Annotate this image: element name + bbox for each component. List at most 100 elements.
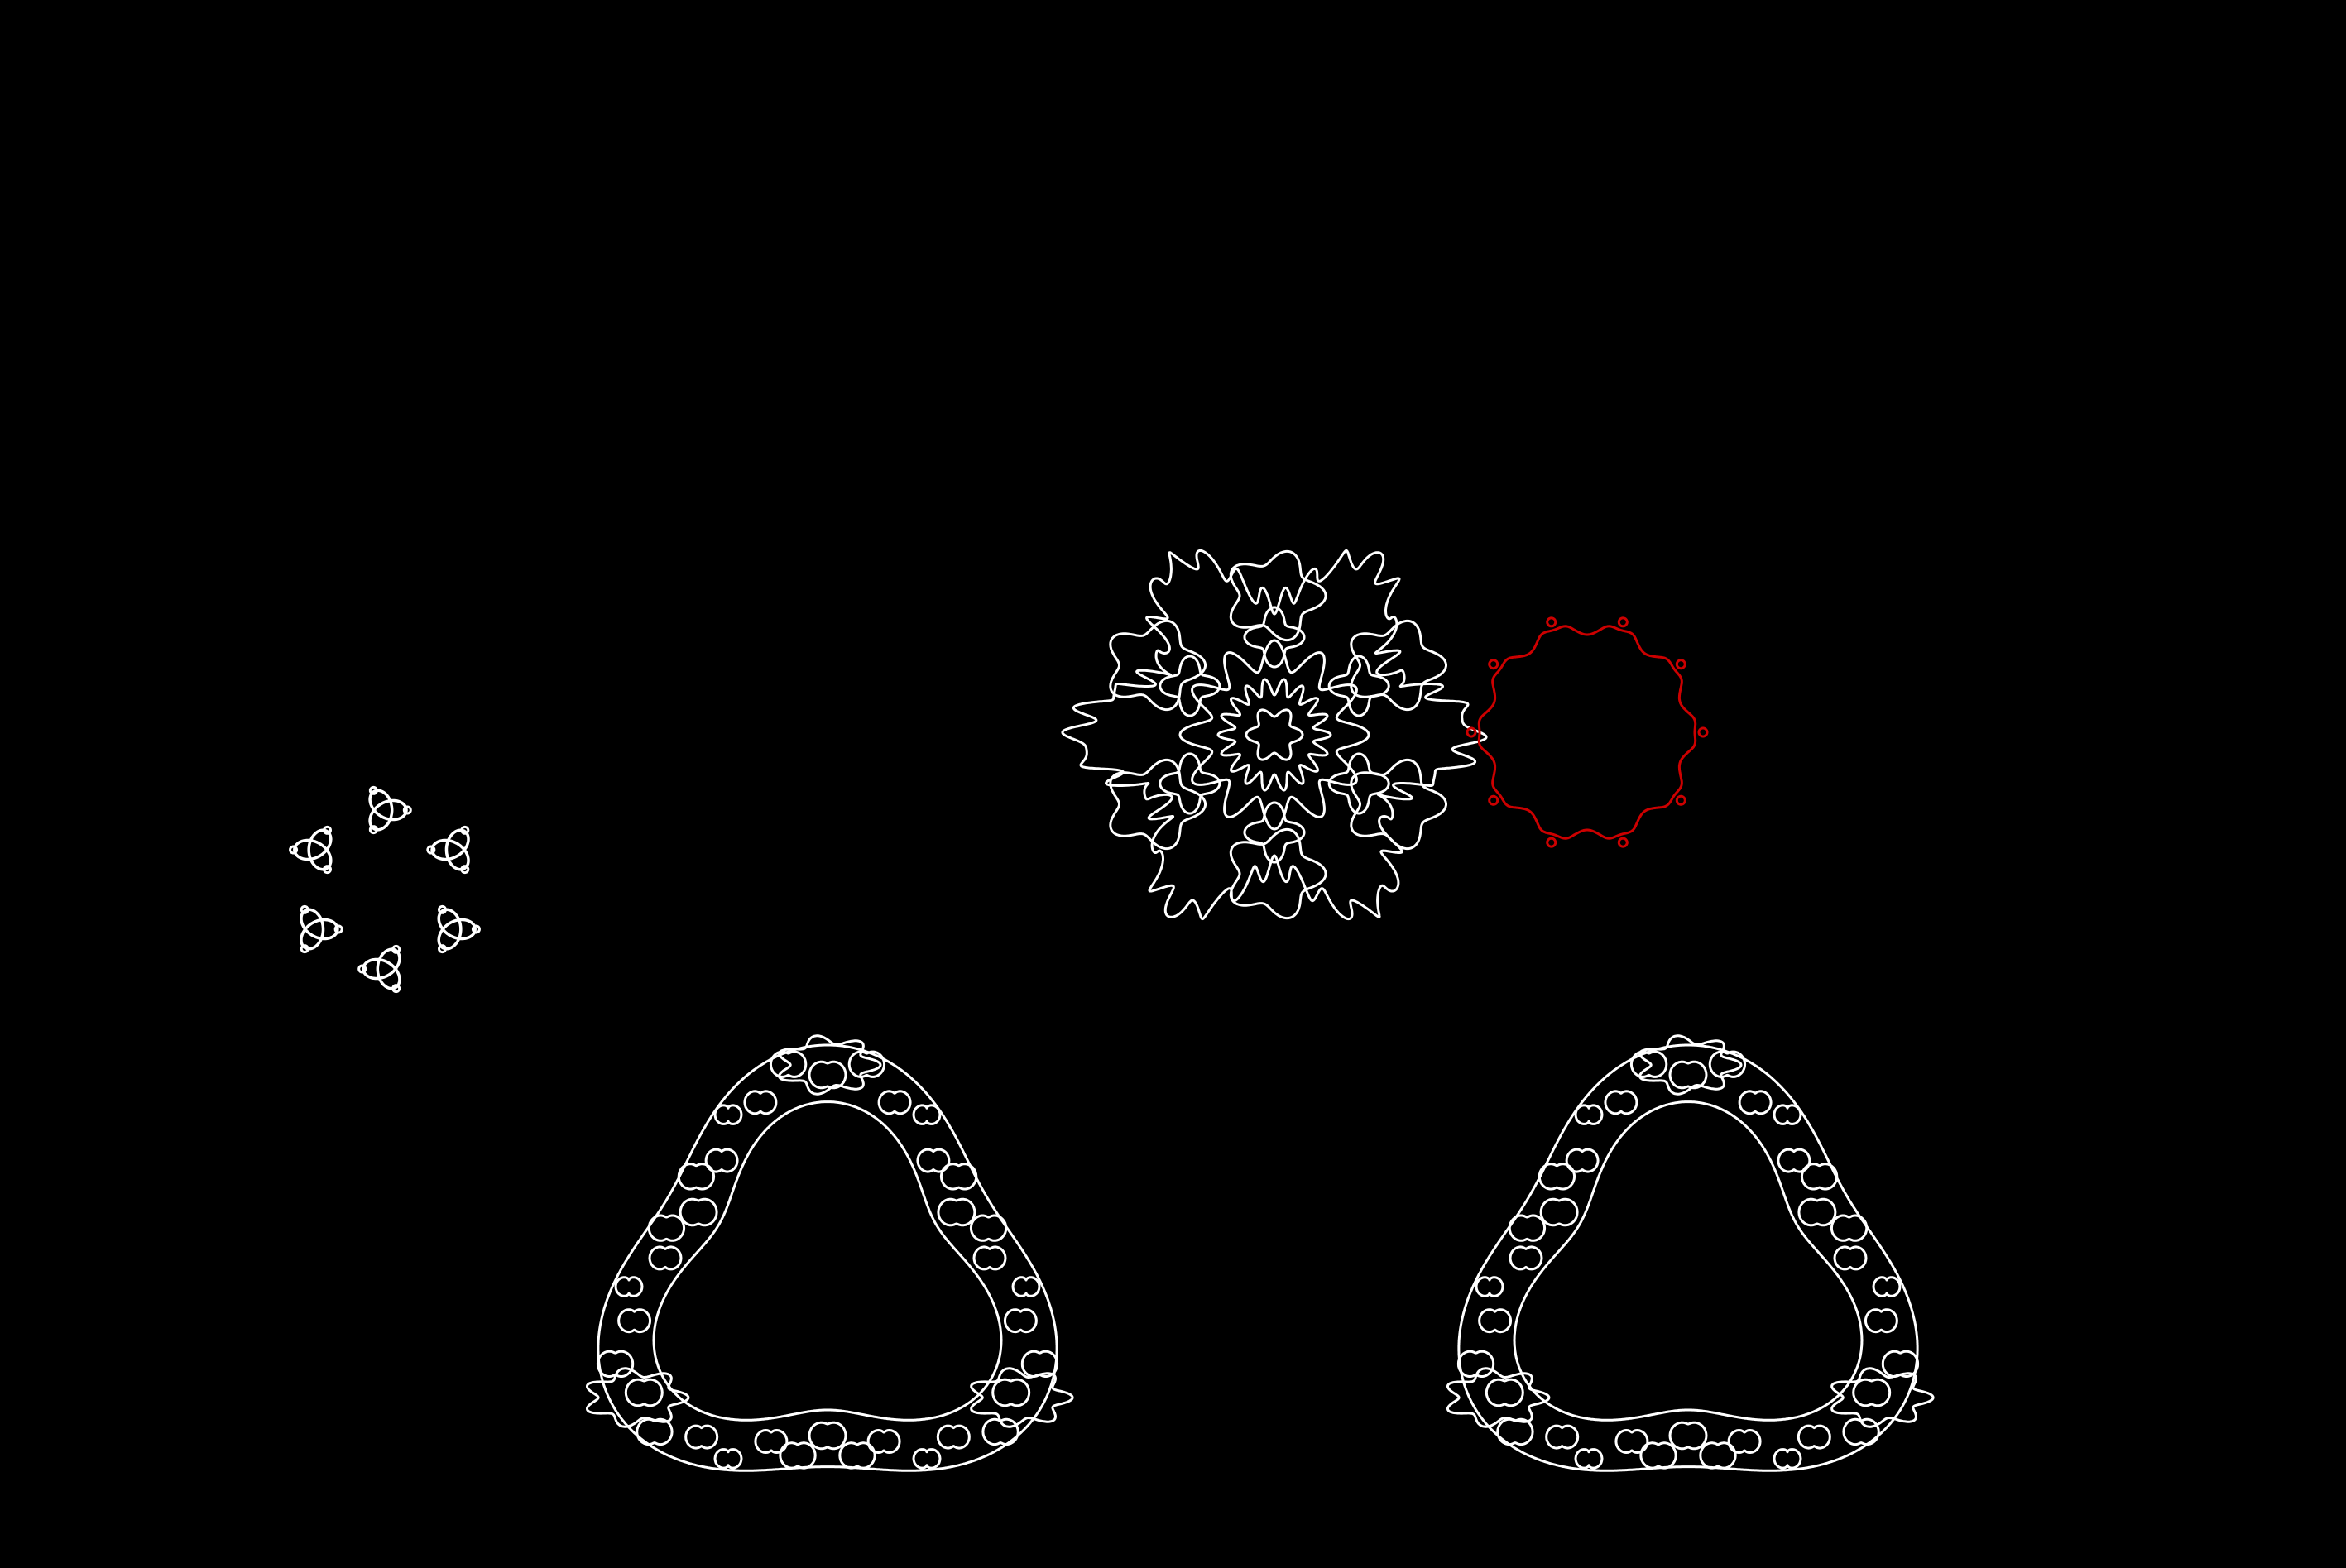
lace-loop — [1020, 1350, 1059, 1378]
trefoil-lobe-loop — [300, 944, 309, 954]
lace-loop — [1456, 1350, 1495, 1378]
lace-loop — [1003, 1308, 1038, 1334]
trefoil-lobe-loop — [460, 825, 470, 835]
lace-loop — [969, 1214, 1008, 1242]
lace-loop — [1842, 1417, 1880, 1446]
lace-loop — [1539, 1197, 1579, 1227]
lace-band-outer — [597, 1043, 1058, 1472]
lace-loop — [1668, 1421, 1708, 1451]
lace-band-inner — [1513, 1100, 1864, 1422]
lace-loop — [1797, 1197, 1837, 1227]
lace-loop — [679, 1197, 718, 1227]
trefoil-lobe-loop — [357, 964, 367, 974]
lace-loop — [937, 1197, 976, 1227]
lace-loop — [647, 1214, 686, 1242]
lace-loop — [1614, 1429, 1649, 1454]
rosette-center-ring — [1216, 678, 1332, 792]
lace-loop — [1485, 1378, 1524, 1407]
lace-loop — [624, 1378, 664, 1407]
lace-loop — [981, 1417, 1019, 1446]
lace-loop — [972, 1245, 1007, 1271]
lace-loop — [1773, 1448, 1802, 1470]
trefoil-knot — [430, 828, 470, 871]
lace-loop — [1478, 1308, 1513, 1334]
lace-loop — [1639, 1441, 1677, 1470]
rosette-petal-loop — [1109, 758, 1207, 851]
lace-loop — [808, 1060, 847, 1090]
lace-cap — [586, 1367, 690, 1428]
red-ring-loop — [1617, 837, 1629, 848]
lace-loop — [1011, 1276, 1041, 1297]
lace-loop — [1830, 1214, 1869, 1242]
lace-triangle-left-figure — [586, 1034, 1074, 1472]
lace-loop — [614, 1276, 644, 1297]
trefoil-knot — [300, 908, 339, 951]
red-ring-loop — [1546, 837, 1557, 848]
red-wavy-ring — [1477, 625, 1697, 840]
lace-loop — [677, 1163, 716, 1191]
lace-loop — [847, 1050, 886, 1078]
trefoil-lobe-loop — [391, 984, 401, 994]
rosette-outer-petals — [1061, 549, 1488, 921]
trefoil-lobe-loop — [368, 785, 378, 795]
trefoil-lobe-loop — [471, 924, 481, 934]
red-ring-loop — [1675, 659, 1686, 670]
lace-loop — [1727, 1429, 1762, 1454]
trefoil-lobe-loop — [438, 904, 447, 914]
trefoil-lobe-loop — [323, 865, 332, 875]
lace-loop — [1881, 1350, 1920, 1378]
red-ring-loop — [1675, 794, 1686, 806]
lace-loop — [769, 1050, 808, 1078]
trefoil-lobe-loop — [402, 805, 412, 815]
lace-cap — [1638, 1034, 1743, 1096]
lace-loop — [1872, 1276, 1902, 1297]
rosette-petal-loop — [1109, 619, 1207, 712]
trefoil-lobe-loop — [368, 825, 378, 835]
rosette-petal-loop — [1229, 549, 1327, 642]
red-ring-loop — [1617, 616, 1629, 628]
lace-loop — [912, 1448, 942, 1470]
trefoil-knot — [437, 908, 477, 951]
trefoil-lobe-loop — [391, 944, 401, 954]
lace-loop — [877, 1090, 912, 1115]
trefoil-lobe-loop — [438, 944, 447, 954]
lace-loop — [1668, 1060, 1708, 1090]
trefoil-knot — [293, 828, 333, 871]
rosette-petal-loop — [1350, 758, 1447, 851]
red-ring-loop — [1546, 616, 1557, 628]
red-ring-loop — [1697, 726, 1709, 738]
flower-lace-figure — [1061, 549, 1488, 921]
lace-loop — [808, 1421, 847, 1451]
trefoil-lobe-loop — [289, 845, 299, 855]
lace-loop — [713, 1104, 743, 1125]
lace-cap — [1446, 1367, 1551, 1428]
lace-loop — [684, 1424, 719, 1450]
trefoil-lobe-loop — [426, 845, 436, 855]
trefoil-lobe-loop — [333, 924, 343, 934]
lace-loop — [596, 1350, 635, 1378]
lace-loop — [648, 1245, 683, 1271]
lace-loop — [1604, 1090, 1638, 1115]
lace-triangle-right-figure — [1446, 1034, 1935, 1472]
lace-loop — [866, 1429, 901, 1454]
rosette-mid-loop — [1327, 655, 1390, 717]
rosette-inner-ring — [1178, 639, 1370, 831]
lace-loop — [743, 1090, 778, 1115]
lace-loop — [1708, 1050, 1747, 1078]
lace-loop — [713, 1448, 743, 1470]
lace-loop — [1738, 1090, 1773, 1115]
trefoil-lobe-loop — [323, 825, 332, 835]
trefoil-lobe-loop — [460, 865, 470, 875]
lace-cap — [1830, 1367, 1935, 1428]
lace-loop — [704, 1148, 739, 1173]
red-ring-figure — [1466, 616, 1709, 848]
lace-loop — [1574, 1104, 1604, 1125]
lace-loop — [912, 1104, 942, 1125]
trefoil-ring-figure — [289, 785, 481, 994]
red-ring-loop — [1488, 794, 1499, 806]
trefoil-lobe-loop — [300, 904, 309, 914]
lace-loop — [1538, 1163, 1576, 1191]
lace-loop — [617, 1308, 652, 1334]
